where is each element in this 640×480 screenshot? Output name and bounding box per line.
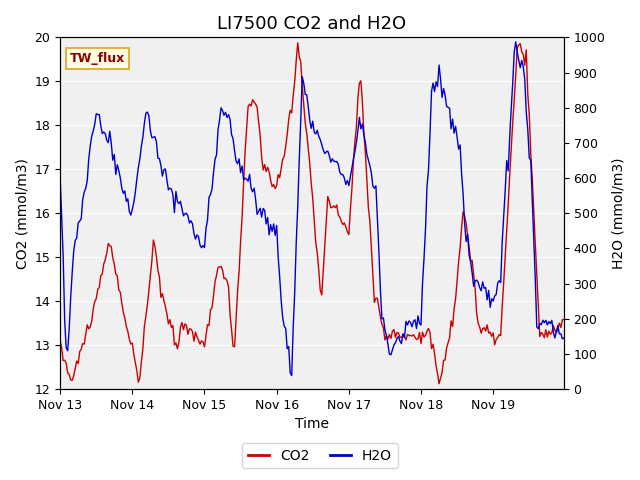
H2O	[470, 283, 477, 289]
CO2	[294, 40, 301, 46]
Y-axis label: CO2 (mmol/m3): CO2 (mmol/m3)	[15, 158, 29, 269]
H2O	[512, 39, 520, 45]
CO2	[471, 286, 479, 292]
H2O	[56, 175, 64, 180]
CO2	[56, 337, 64, 343]
CO2	[560, 317, 568, 323]
CO2	[207, 307, 214, 312]
Legend: CO2, H2O: CO2, H2O	[243, 443, 397, 468]
H2O	[476, 285, 483, 290]
H2O	[168, 186, 175, 192]
Text: TW_flux: TW_flux	[70, 52, 125, 65]
H2O	[288, 372, 296, 378]
CO2	[62, 360, 70, 366]
H2O	[560, 335, 568, 341]
Y-axis label: H2O (mmol/m3): H2O (mmol/m3)	[611, 157, 625, 269]
Line: H2O: H2O	[60, 42, 564, 375]
Line: CO2: CO2	[60, 43, 564, 384]
H2O	[340, 175, 348, 181]
CO2	[435, 381, 443, 386]
CO2	[168, 324, 175, 330]
H2O	[62, 345, 70, 351]
X-axis label: Time: Time	[295, 418, 329, 432]
CO2	[477, 330, 485, 336]
CO2	[340, 220, 348, 226]
H2O	[207, 192, 214, 197]
Title: LI7500 CO2 and H2O: LI7500 CO2 and H2O	[218, 15, 406, 33]
